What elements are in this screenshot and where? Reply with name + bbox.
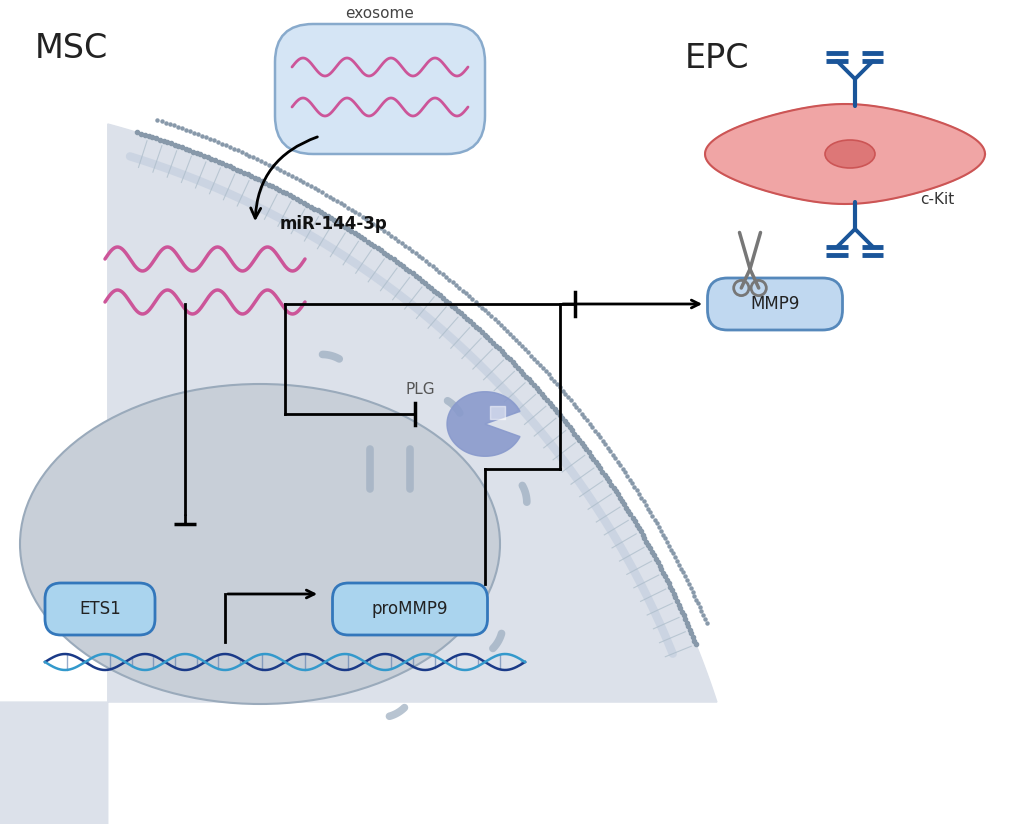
Text: miR-144-3p: miR-144-3p — [280, 215, 387, 233]
Text: EPC: EPC — [685, 43, 749, 76]
Polygon shape — [446, 391, 520, 456]
FancyArrowPatch shape — [251, 137, 317, 218]
Text: ETS1: ETS1 — [79, 600, 121, 618]
Text: PLG: PLG — [405, 382, 434, 396]
FancyBboxPatch shape — [275, 24, 484, 154]
Text: MMP9: MMP9 — [750, 295, 799, 313]
Text: exosome: exosome — [345, 7, 414, 21]
Polygon shape — [704, 104, 984, 204]
FancyBboxPatch shape — [707, 278, 842, 330]
Text: c-Kit: c-Kit — [919, 191, 954, 207]
Ellipse shape — [824, 140, 874, 168]
Ellipse shape — [20, 384, 499, 704]
FancyBboxPatch shape — [45, 583, 155, 635]
FancyBboxPatch shape — [332, 583, 487, 635]
Text: proMMP9: proMMP9 — [371, 600, 447, 618]
Text: MSC: MSC — [35, 32, 108, 65]
Polygon shape — [0, 124, 716, 824]
